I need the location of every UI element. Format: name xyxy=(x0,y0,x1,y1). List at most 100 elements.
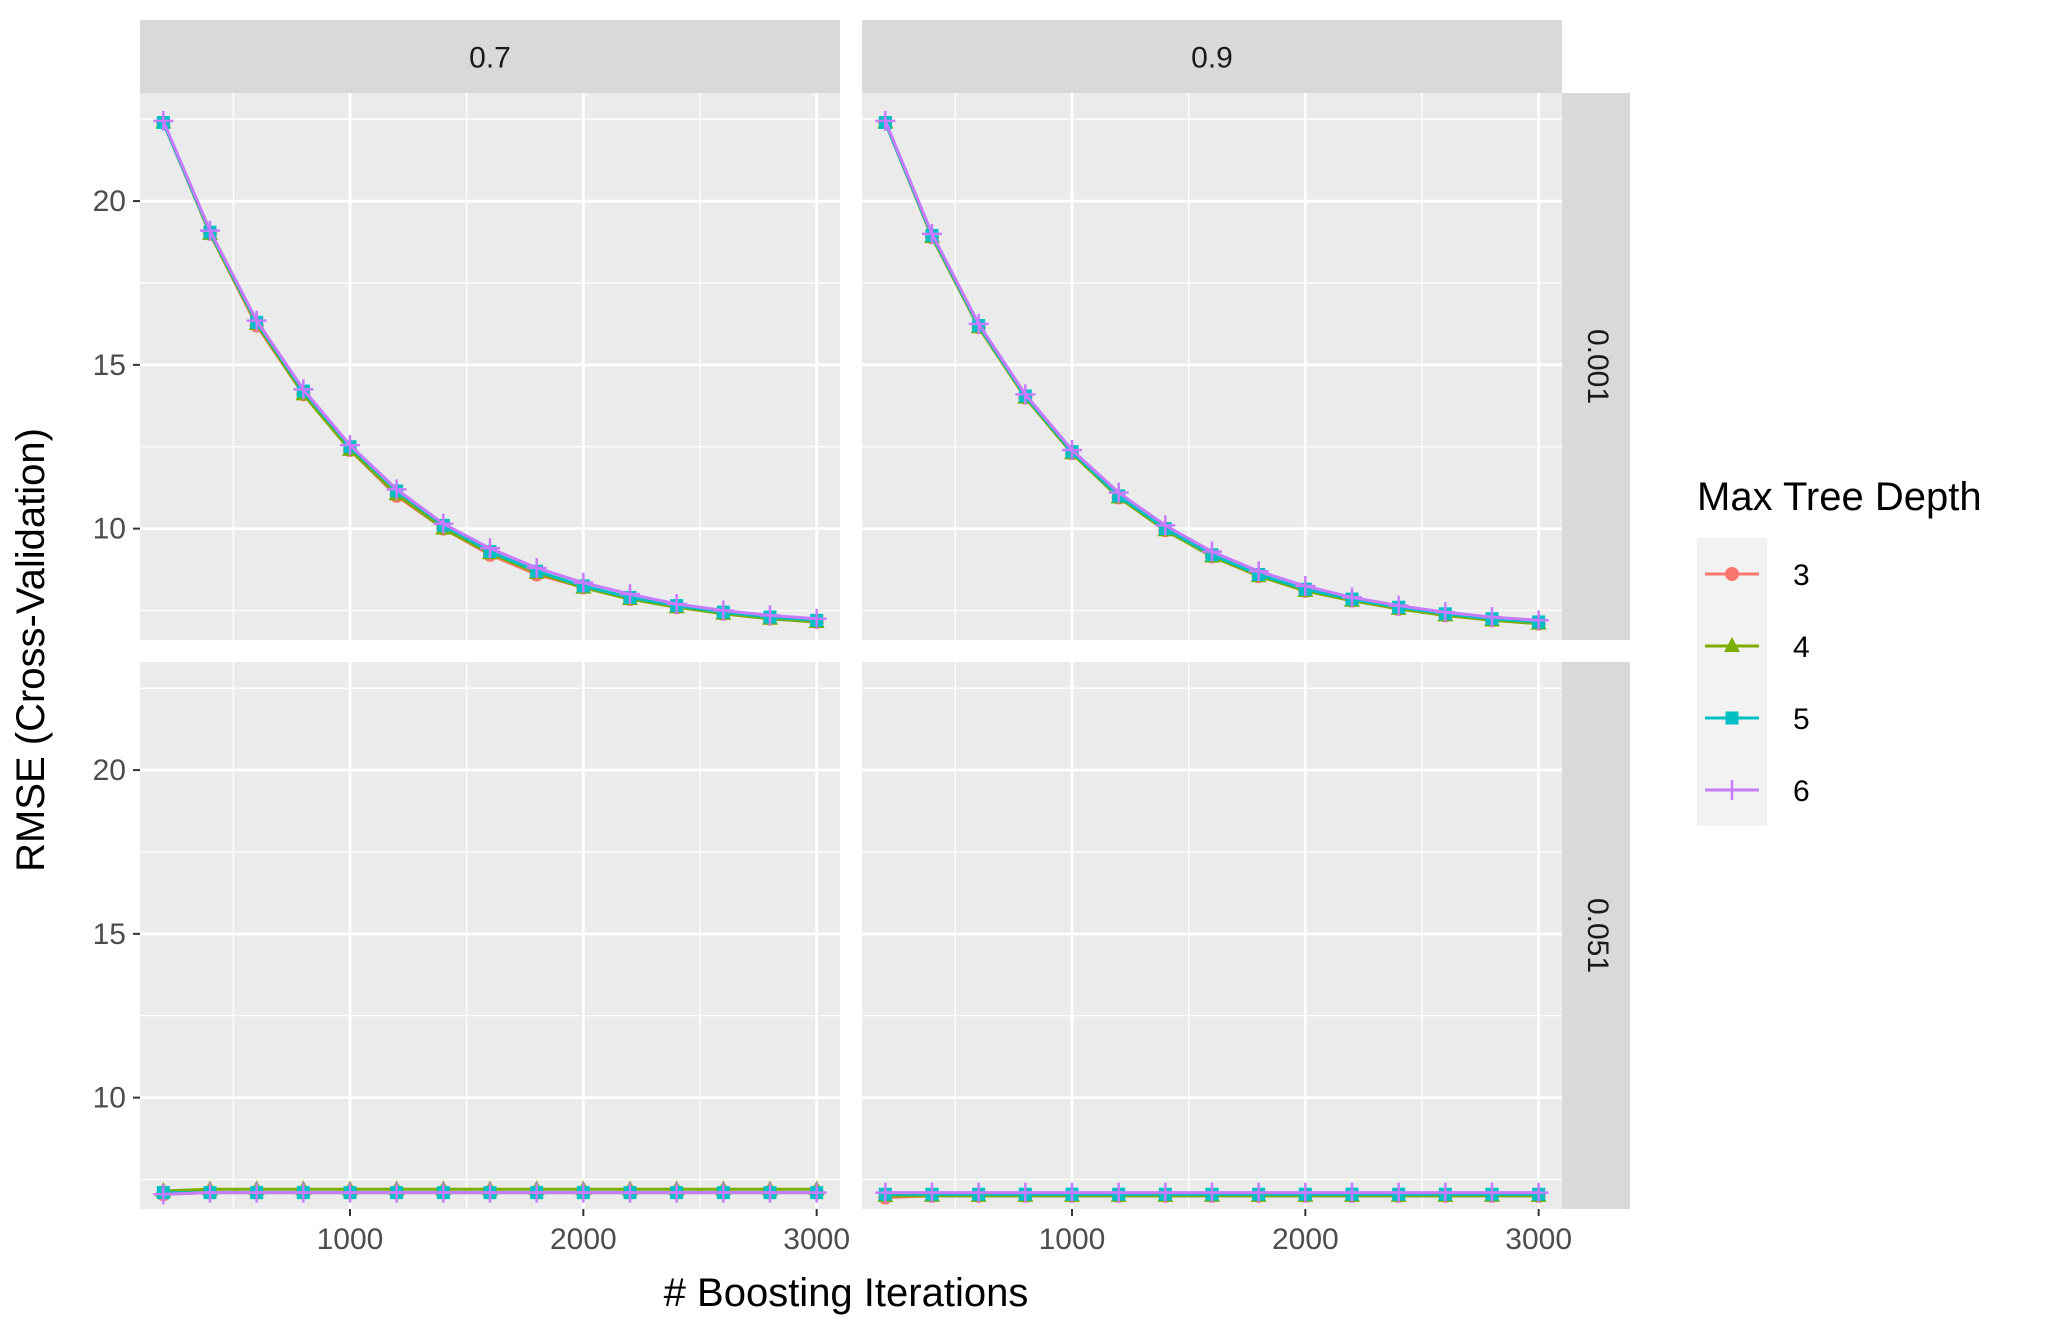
data-point-6 xyxy=(1435,602,1456,623)
data-point-6 xyxy=(968,1182,989,1203)
y-tick-label: 15 xyxy=(93,918,126,951)
data-point-6 xyxy=(246,310,267,331)
data-point-6 xyxy=(1342,1182,1362,1203)
data-point-6 xyxy=(246,1182,267,1203)
data-point-6 xyxy=(1295,575,1316,596)
data-point-6 xyxy=(1062,440,1082,461)
data-point-6 xyxy=(433,1182,454,1203)
data-point-6 xyxy=(1108,1182,1129,1203)
legend-label-6: 6 xyxy=(1793,775,1810,808)
legend-label-5: 5 xyxy=(1793,703,1810,736)
data-point-6 xyxy=(922,1182,942,1203)
data-point-6 xyxy=(1248,561,1269,582)
x-tick-label: 1000 xyxy=(1039,1223,1106,1256)
data-point-6 xyxy=(760,605,780,626)
data-point-6 xyxy=(1388,595,1409,616)
panel-0.9-0.001 xyxy=(862,93,1562,640)
row-strip xyxy=(1562,93,1630,640)
data-point-6 xyxy=(200,1182,220,1203)
data-point-6 xyxy=(386,1182,407,1203)
x-tick-label: 3000 xyxy=(1505,1223,1572,1256)
data-point-6 xyxy=(1248,1182,1269,1203)
legend-key-marker-4 xyxy=(1724,637,1740,652)
x-tick-label: 2000 xyxy=(1272,1223,1339,1256)
data-point-6 xyxy=(713,600,734,621)
data-point-6 xyxy=(526,1182,547,1203)
data-point-6 xyxy=(526,557,547,578)
row-strip-label: 0.051 xyxy=(1581,898,1614,973)
legend-key-marker-5 xyxy=(1725,711,1739,725)
data-point-6 xyxy=(666,593,687,614)
x-tick-label: 3000 xyxy=(783,1223,850,1256)
panel-0.7-0.001 xyxy=(140,93,840,640)
data-point-6 xyxy=(620,1182,640,1203)
y-tick-label: 15 xyxy=(93,349,126,382)
data-point-6 xyxy=(153,110,174,131)
data-point-6 xyxy=(573,1182,594,1203)
data-point-6 xyxy=(1295,1182,1316,1203)
data-point-6 xyxy=(968,313,989,334)
data-point-6 xyxy=(340,1182,360,1203)
data-point-6 xyxy=(806,608,827,629)
data-point-6 xyxy=(760,1182,780,1203)
column-strip xyxy=(862,20,1562,93)
data-point-6 xyxy=(1155,515,1176,536)
y-tick-label: 10 xyxy=(93,1082,126,1115)
data-point-6 xyxy=(293,1182,314,1203)
data-point-6 xyxy=(153,1184,174,1205)
column-strip xyxy=(140,20,840,93)
legend-key-marker-6 xyxy=(1722,780,1742,800)
data-point-6 xyxy=(1108,482,1129,503)
x-tick-label: 2000 xyxy=(550,1223,617,1256)
x-axis-title: # Boosting Iterations xyxy=(664,1271,1029,1315)
data-point-6 xyxy=(1528,1182,1549,1203)
data-point-6 xyxy=(480,1182,500,1203)
data-point-6 xyxy=(573,572,594,593)
panel-0.9-0.051 xyxy=(862,662,1562,1209)
data-point-6 xyxy=(1155,1182,1176,1203)
panel-0.7-0.051 xyxy=(140,662,840,1209)
y-tick-label: 20 xyxy=(93,754,126,787)
data-point-6 xyxy=(293,379,314,400)
data-point-6 xyxy=(875,1182,896,1203)
data-point-6 xyxy=(1482,607,1502,628)
data-point-6 xyxy=(713,1182,734,1203)
data-point-6 xyxy=(1202,1182,1222,1203)
panel-background xyxy=(140,662,840,1209)
data-point-6 xyxy=(480,538,500,559)
data-point-6 xyxy=(1435,1182,1456,1203)
legend-title: Max Tree Depth xyxy=(1697,475,1982,519)
panel-background xyxy=(862,662,1562,1209)
legend-key-marker-3 xyxy=(1725,567,1739,581)
legend-label-3: 3 xyxy=(1793,559,1810,592)
column-strip-label: 0.7 xyxy=(469,42,511,75)
data-point-6 xyxy=(433,513,454,534)
data-point-6 xyxy=(620,584,640,605)
y-axis-title: RMSE (Cross-Validation) xyxy=(9,428,53,872)
legend-key-background xyxy=(1697,538,1767,826)
column-strip-label: 0.9 xyxy=(1191,42,1233,75)
data-point-6 xyxy=(1342,587,1362,608)
y-tick-label: 10 xyxy=(93,513,126,546)
data-point-6 xyxy=(1482,1182,1502,1203)
data-point-6 xyxy=(200,220,220,241)
row-strip xyxy=(1562,662,1630,1209)
data-point-6 xyxy=(1528,610,1549,631)
data-point-6 xyxy=(922,223,942,244)
data-point-6 xyxy=(1015,1182,1036,1203)
data-point-6 xyxy=(1202,541,1222,562)
data-point-6 xyxy=(1388,1182,1409,1203)
data-point-6 xyxy=(1015,384,1036,405)
data-point-6 xyxy=(340,435,360,456)
data-point-6 xyxy=(875,110,896,131)
x-tick-label: 1000 xyxy=(317,1223,384,1256)
data-point-6 xyxy=(666,1182,687,1203)
data-point-6 xyxy=(806,1182,827,1203)
data-point-6 xyxy=(1062,1182,1082,1203)
row-strip-label: 0.001 xyxy=(1581,329,1614,404)
data-point-6 xyxy=(386,479,407,500)
y-tick-label: 20 xyxy=(93,185,126,218)
legend-label-4: 4 xyxy=(1793,631,1810,664)
